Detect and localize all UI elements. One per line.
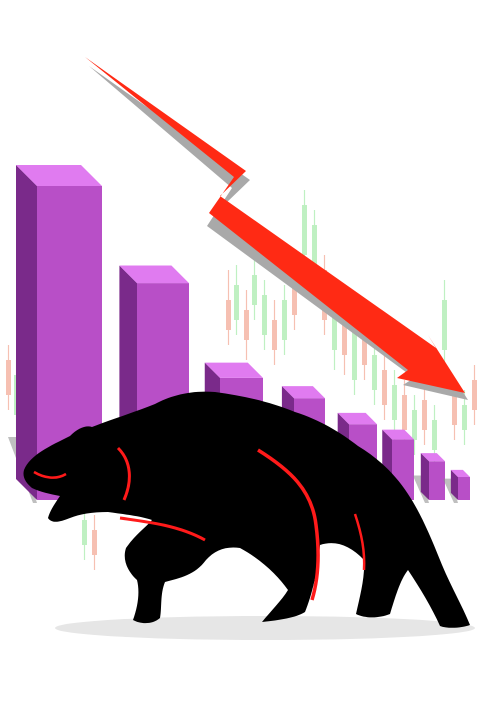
bear-accent-neck: [116, 446, 131, 501]
bear-icon: [23, 391, 471, 628]
bar-side: [16, 165, 37, 500]
candle-body: [342, 315, 347, 355]
candle-body: [352, 330, 357, 380]
bear-accent-leg: [257, 448, 320, 601]
bar-top: [204, 362, 263, 378]
down-arrow-icon: [85, 57, 468, 400]
candle-body: [272, 320, 277, 350]
candle-body: [382, 370, 387, 405]
bar-top: [450, 469, 470, 477]
candle-body: [92, 530, 97, 555]
bear-accent-back: [353, 513, 366, 571]
candle-body: [362, 320, 367, 365]
candlestick-background: [6, 190, 477, 570]
candle-body: [312, 225, 317, 270]
candle-body: [392, 385, 397, 420]
bar-shadow: [442, 478, 458, 503]
candle-body: [442, 300, 447, 350]
bar-front: [429, 461, 445, 500]
bar-top: [420, 453, 445, 462]
candle-body: [452, 395, 457, 425]
candle-body: [422, 400, 427, 430]
candle-body: [302, 205, 307, 255]
candle-body: [226, 300, 231, 330]
candle-body: [282, 300, 287, 340]
candle-body: [244, 310, 249, 340]
bar-top: [382, 429, 414, 440]
candle-body: [432, 420, 437, 450]
candle-body: [262, 295, 267, 335]
arrow-shape: [85, 57, 465, 393]
candle-body: [472, 380, 477, 410]
bar-side: [450, 469, 458, 500]
candle-body: [234, 285, 239, 320]
candle-body: [412, 410, 417, 440]
candle-body: [372, 355, 377, 390]
bear-accent-belly: [119, 516, 206, 542]
candle-body: [402, 395, 407, 430]
bear-silhouette: [23, 391, 471, 628]
candle-body: [332, 300, 337, 350]
bar-top: [337, 412, 377, 425]
bar: [412, 453, 445, 503]
bear-accent-mouth: [33, 470, 67, 479]
bar: [442, 469, 470, 503]
bar-top: [119, 265, 189, 284]
candle-body: [6, 360, 11, 395]
candle-body: [462, 405, 467, 430]
candle-body: [252, 275, 257, 305]
bar-top: [16, 165, 102, 186]
bar-front: [458, 476, 470, 500]
candle-body: [292, 285, 297, 315]
candle-body: [82, 520, 87, 545]
bar-top: [281, 386, 325, 399]
ground-shadow: [55, 616, 475, 640]
bar-side: [420, 453, 429, 500]
